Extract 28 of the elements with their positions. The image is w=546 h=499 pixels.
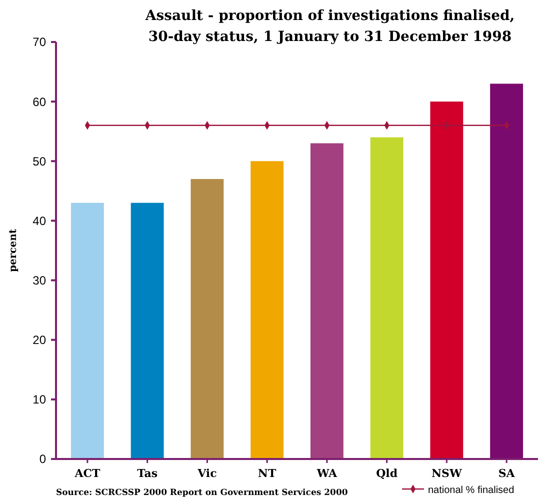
x-tick-label: NSW <box>432 467 463 480</box>
bar <box>70 202 104 459</box>
y-tick-label: 70 <box>32 35 46 50</box>
x-tick-label: NT <box>258 467 277 480</box>
bar <box>310 143 344 459</box>
x-tick-label: WA <box>316 467 338 480</box>
x-tick-label: Qld <box>376 467 398 480</box>
bar <box>370 137 404 459</box>
y-axis-title: percent <box>8 228 19 272</box>
legend-label: national % finalised <box>428 485 514 496</box>
bar <box>250 161 284 459</box>
y-tick-label: 60 <box>32 94 46 109</box>
y-tick-label: 10 <box>32 392 46 407</box>
bar <box>430 102 464 459</box>
chart-title: Assault - proportion of investigations finalised, 30-day status, 1 January to 31 December 1998 <box>144 8 515 45</box>
x-tick-label: ACT <box>74 467 101 480</box>
bar <box>130 202 164 459</box>
y-tick-label: 30 <box>32 273 46 288</box>
x-tick-label: Tas <box>137 467 158 480</box>
y-tick-label: 20 <box>32 333 46 348</box>
x-tick-label: SA <box>498 467 516 480</box>
y-tick-label: 50 <box>32 154 46 168</box>
source-note: Source: SCRCSSP 2000 Report on Government Services 2000 <box>56 488 348 498</box>
bar <box>490 84 524 459</box>
y-tick-label: 40 <box>32 214 46 228</box>
bar <box>190 179 224 459</box>
y-tick-label: 0 <box>39 452 46 466</box>
x-tick-label: Vic <box>196 467 218 480</box>
